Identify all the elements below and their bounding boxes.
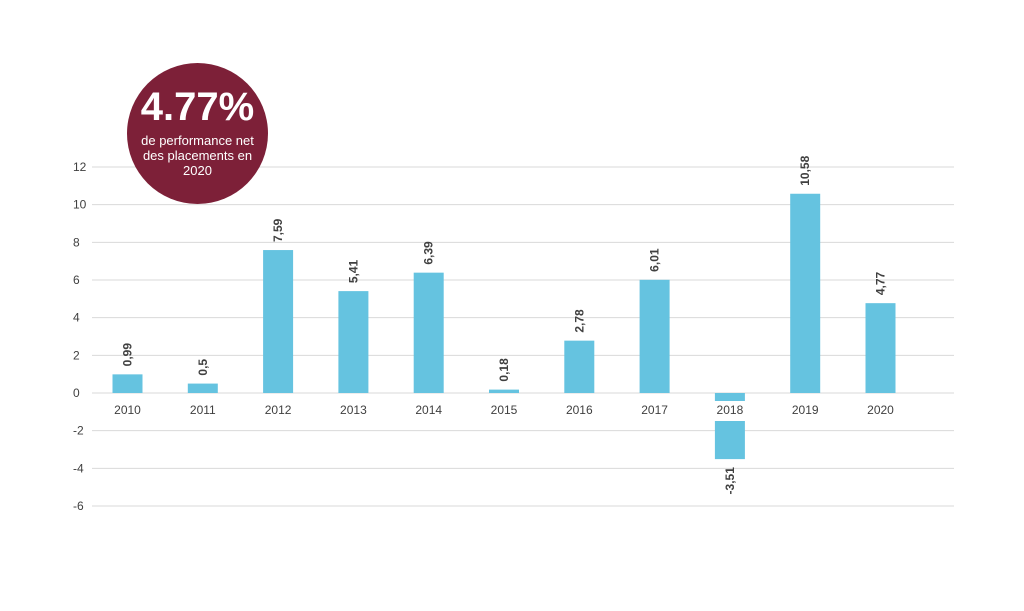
data-label: 0,5	[196, 359, 210, 376]
data-label: 7,59	[271, 218, 285, 242]
bar	[112, 374, 143, 393]
x-tick-label: 2011	[190, 403, 216, 417]
bar	[564, 340, 595, 393]
data-label: 2,78	[572, 309, 586, 333]
data-label: 5,41	[346, 259, 360, 283]
y-tick-label: -2	[73, 424, 84, 438]
bar	[338, 291, 369, 393]
y-tick-label: 2	[73, 348, 80, 362]
bar	[865, 303, 896, 393]
bar	[263, 250, 294, 393]
x-tick-label: 2019	[792, 403, 819, 417]
performance-badge: 4.77% de performance net des placements …	[127, 63, 268, 204]
bar	[639, 279, 670, 393]
data-label: 6,01	[648, 248, 662, 272]
data-label: 4,77	[874, 271, 888, 295]
y-tick-label: -6	[73, 499, 84, 513]
bar	[413, 272, 444, 393]
y-tick-label: 12	[73, 160, 87, 174]
data-label: 0,18	[497, 358, 511, 382]
x-tick-label: 2010	[114, 403, 141, 417]
x-tick-label: 2016	[566, 403, 593, 417]
data-label: 0,99	[121, 343, 135, 367]
y-tick-label: 10	[73, 198, 87, 212]
x-tick-label: 2012	[265, 403, 292, 417]
y-tick-label: 4	[73, 311, 80, 325]
x-tick-label: 2013	[340, 403, 367, 417]
data-label: -3,51	[723, 467, 737, 495]
bar	[489, 389, 519, 393]
badge-value: 4.77%	[140, 85, 255, 129]
bar	[790, 193, 821, 393]
data-label: 6,39	[422, 241, 436, 265]
label-backdrop	[713, 401, 746, 421]
x-tick-label-overlay: 2018	[717, 403, 744, 417]
x-tick-label: 2017	[641, 403, 668, 417]
data-label: 10,58	[798, 155, 812, 185]
y-tick-label: 6	[73, 273, 80, 287]
badge-caption: de performance net des placements en 202…	[141, 133, 254, 178]
y-tick-label: 0	[73, 386, 80, 400]
x-tick-label: 2020	[867, 403, 894, 417]
y-tick-label: -4	[73, 461, 84, 475]
bar	[187, 383, 218, 393]
x-tick-label: 2015	[491, 403, 518, 417]
y-tick-label: 8	[73, 235, 80, 249]
x-tick-label: 2014	[415, 403, 442, 417]
